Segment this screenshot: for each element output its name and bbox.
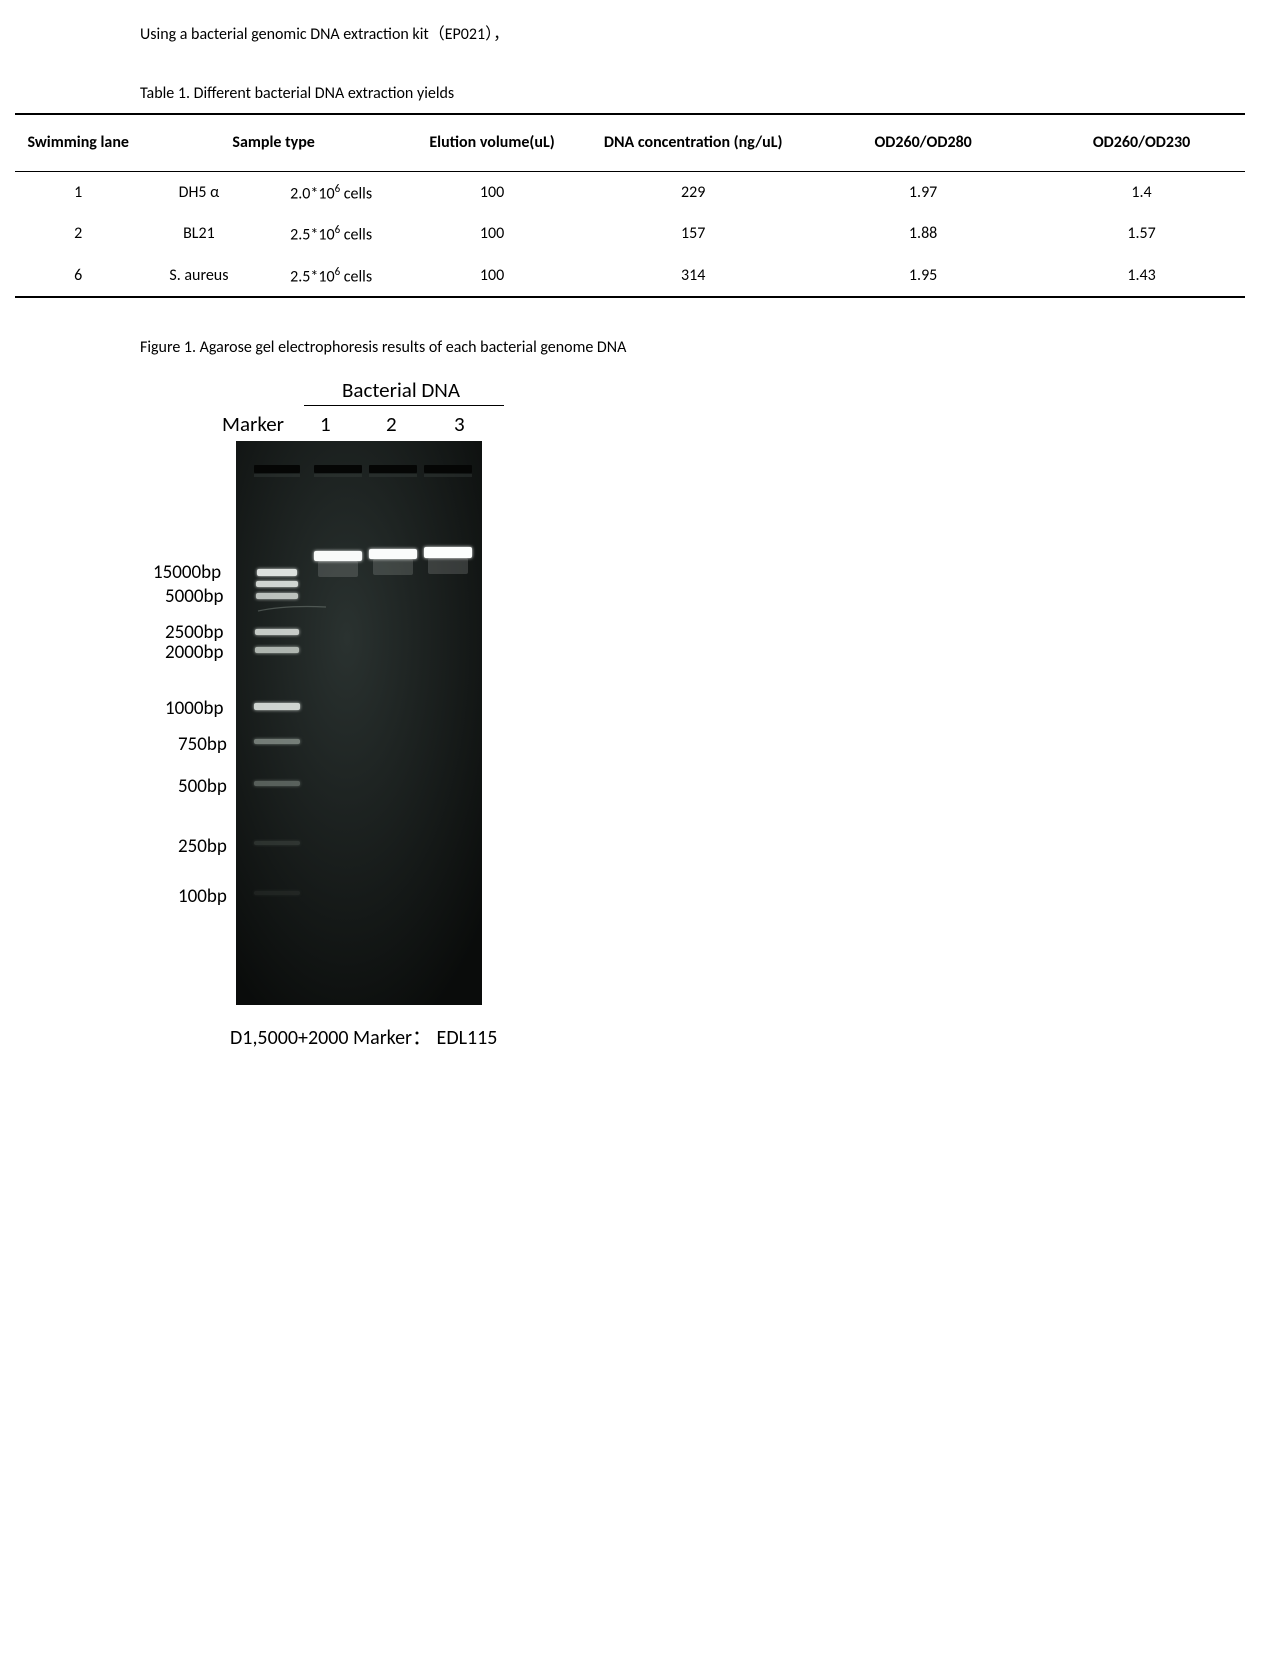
cell-od2: 1.43 [1038,255,1245,297]
header-lane: Swimming lane [15,114,141,172]
table-header-row: Swimming lane Sample type Elution volume… [15,114,1245,172]
table-row: 2BL212.5*106 cells1001571.881.57 [15,213,1245,254]
cell-lane: 2 [15,213,141,254]
cell-sample-name: DH5 α [141,172,256,214]
cell-od1: 1.95 [808,255,1038,297]
figure-caption: Figure 1. Agarose gel electrophoresis re… [140,338,1268,357]
cell-elution: 100 [406,255,578,297]
cell-conc: 157 [578,213,808,254]
data-table: Swimming lane Sample type Elution volume… [15,113,1245,298]
bacterial-dna-label: Bacterial DNA [342,377,460,403]
cell-sample-cells: 2.5*106 cells [256,213,405,254]
intro-text: Using a bacterial genomic DNA extraction… [140,20,1268,44]
bp-500-label: 500bp [178,777,227,796]
header-conc: DNA concentration (ng/uL) [578,114,808,172]
table-row: 1DH5 α2.0*106 cells1002291.971.4 [15,172,1245,214]
table-row: 6S. aureus2.5*106 cells1003141.951.43 [15,255,1245,297]
cell-od1: 1.97 [808,172,1038,214]
bp-2500-label: 2500bp [165,623,223,642]
cell-sample-cells: 2.5*106 cells [256,255,405,297]
header-od2: OD260/OD230 [1038,114,1245,172]
header-od1: OD260/OD280 [808,114,1038,172]
cell-lane: 6 [15,255,141,297]
bp-1000-label: 1000bp [165,699,223,718]
cell-conc: 314 [578,255,808,297]
cell-elution: 100 [406,172,578,214]
figure-footer: D1,5000+2000 Marker： EDL115 [230,1021,497,1050]
bp-750-label: 750bp [178,735,227,754]
cell-od2: 1.4 [1038,172,1245,214]
bp-250-label: 250bp [178,837,227,856]
cell-od1: 1.88 [808,213,1038,254]
table-caption: Table 1. Different bacterial DNA extract… [140,84,1268,103]
lane-2-label: 2 [386,411,397,437]
gel-image [236,441,482,1005]
cell-conc: 229 [578,172,808,214]
header-elution: Elution volume(uL) [406,114,578,172]
cell-lane: 1 [15,172,141,214]
header-rule [304,405,504,406]
cell-sample-cells: 2.0*106 cells [256,172,405,214]
cell-sample-name: S. aureus [141,255,256,297]
lane-3-label: 3 [454,411,465,437]
cell-sample-name: BL21 [141,213,256,254]
cell-od2: 1.57 [1038,213,1245,254]
bp-15000-label: 15000bp [153,563,221,582]
lane-1-label: 1 [320,411,331,437]
bp-5000-label: 5000bp [165,587,223,606]
marker-lane-label: Marker [222,411,284,437]
bp-2000-label: 2000bp [165,643,223,662]
cell-elution: 100 [406,213,578,254]
bp-100-label: 100bp [178,887,227,906]
header-sample: Sample type [141,114,405,172]
